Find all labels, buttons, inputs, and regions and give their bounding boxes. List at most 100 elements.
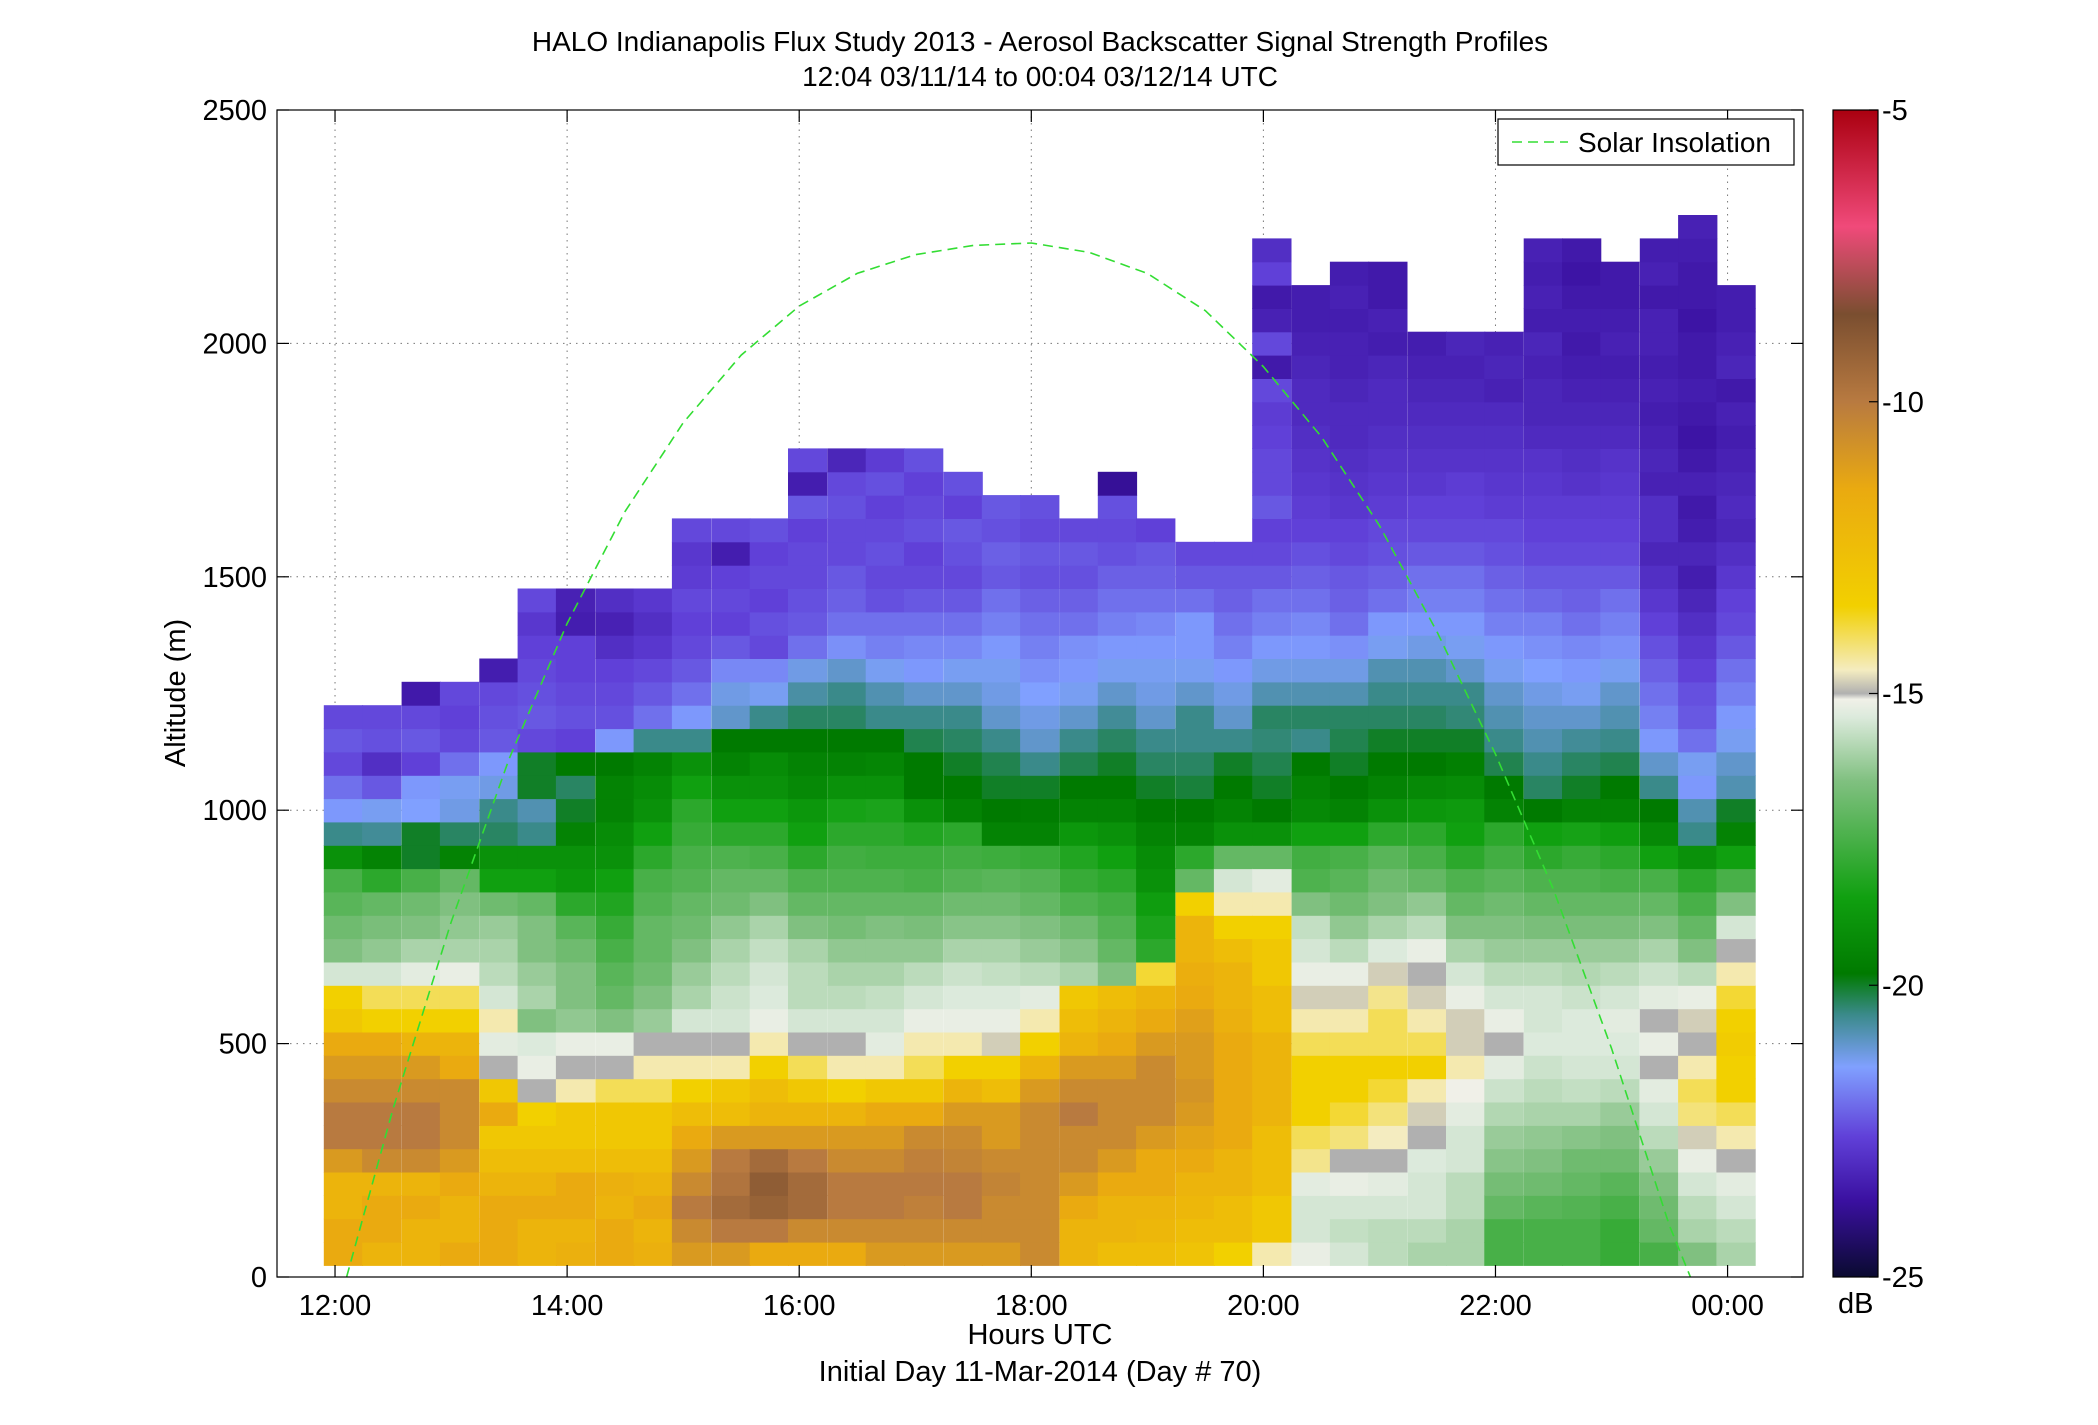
heatmap-cell	[1562, 681, 1602, 706]
heatmap-cell	[1678, 705, 1718, 730]
heatmap-cell	[1291, 775, 1331, 800]
heatmap-cell	[1136, 658, 1176, 683]
heatmap-cell	[1291, 1031, 1331, 1056]
heatmap-cell	[1484, 1102, 1524, 1126]
heatmap-cell	[1716, 1102, 1756, 1126]
heatmap-cell	[1678, 1102, 1718, 1126]
heatmap-cell	[1329, 1055, 1370, 1080]
heatmap-cell	[1059, 751, 1099, 776]
heatmap-cell	[1329, 261, 1370, 286]
heatmap-cell	[1175, 868, 1215, 893]
heatmap-cell	[1600, 681, 1640, 706]
heatmap-cell	[1291, 635, 1331, 659]
heatmap-cell	[1407, 1172, 1447, 1196]
heatmap-cell	[943, 1055, 983, 1080]
colorbar-tick-label: -10	[1882, 387, 1924, 419]
heatmap-cell	[362, 1102, 402, 1126]
heatmap-cell	[904, 821, 944, 846]
heatmap-cell	[1097, 1008, 1138, 1033]
heatmap-cell	[1484, 868, 1524, 893]
heatmap-cell	[671, 541, 712, 566]
heatmap-cell	[1562, 401, 1602, 426]
heatmap-cell	[1368, 1031, 1408, 1056]
heatmap-cell	[555, 611, 596, 636]
heatmap-cell	[1639, 1055, 1680, 1080]
heatmap-cell	[1097, 1242, 1138, 1266]
heatmap-cell	[1252, 331, 1292, 356]
heatmap-cell	[711, 1242, 751, 1266]
heatmap-cell	[1175, 681, 1215, 706]
heatmap-cell	[1678, 448, 1718, 473]
heatmap-cell	[1716, 378, 1756, 403]
heatmap-cell	[1600, 891, 1640, 916]
heatmap-cell	[1523, 868, 1563, 893]
heatmap-cell	[1446, 845, 1486, 870]
heatmap-cell	[1407, 798, 1447, 823]
heatmap-cell	[1639, 821, 1680, 846]
heatmap-cell	[1175, 1008, 1215, 1033]
heatmap-cell	[1329, 565, 1370, 589]
heatmap-cell	[1678, 1078, 1718, 1103]
heatmap-cell	[1678, 355, 1718, 379]
heatmap-cell	[1523, 425, 1563, 449]
heatmap-cell	[1136, 518, 1176, 543]
heatmap-cell	[1252, 751, 1292, 776]
heatmap-cell	[1484, 1195, 1524, 1220]
heatmap-cell	[1678, 588, 1718, 613]
heatmap-cell	[555, 1102, 596, 1126]
heatmap-cell	[1252, 1148, 1292, 1173]
heatmap-cell	[1020, 915, 1060, 940]
heatmap-cell	[711, 658, 751, 683]
heatmap-cell	[788, 705, 828, 730]
heatmap-cell	[749, 938, 789, 963]
heatmap-cell	[1523, 658, 1563, 683]
heatmap-cell	[1368, 541, 1408, 566]
heatmap-cell	[943, 1102, 983, 1126]
heatmap-cell	[1097, 821, 1138, 846]
heatmap-cell	[1600, 1102, 1640, 1126]
heatmap-cell	[1484, 331, 1524, 356]
heatmap-cell	[1407, 378, 1447, 403]
heatmap-cell	[1291, 821, 1331, 846]
heatmap-cell	[1600, 378, 1640, 403]
heatmap-cell	[1484, 985, 1524, 1010]
heatmap-cell	[439, 1078, 480, 1103]
heatmap-cell	[1523, 1195, 1563, 1220]
heatmap-cell	[827, 1218, 867, 1243]
heatmap-cell	[1600, 1148, 1640, 1173]
heatmap-cell	[981, 775, 1022, 800]
heatmap-cell	[1213, 1102, 1254, 1126]
heatmap-cell	[1407, 961, 1447, 986]
heatmap-cell	[1562, 425, 1602, 449]
heatmap-cell	[1252, 1218, 1292, 1243]
heatmap-cell	[479, 681, 519, 706]
heatmap-cell	[1329, 961, 1370, 986]
heatmap-cell	[1407, 845, 1447, 870]
heatmap-cell	[439, 775, 480, 800]
heatmap-cell	[1600, 1195, 1640, 1220]
heatmap-cell	[1407, 658, 1447, 683]
heatmap-cell	[904, 541, 944, 566]
heatmap-cell	[711, 821, 751, 846]
heatmap-cell	[555, 1172, 596, 1196]
heatmap-cell	[981, 1102, 1022, 1126]
heatmap-cell	[517, 658, 557, 683]
heatmap-cell	[633, 1078, 673, 1103]
heatmap-cell	[1523, 728, 1563, 753]
heatmap-cell	[479, 1055, 519, 1080]
heatmap-cell	[904, 635, 944, 659]
heatmap-cell	[1020, 1148, 1060, 1173]
heatmap-cell	[1252, 378, 1292, 403]
heatmap-cell	[323, 868, 364, 893]
heatmap-cell	[827, 471, 867, 496]
heatmap-cell	[749, 845, 789, 870]
heatmap-cell	[749, 681, 789, 706]
heatmap-cell	[595, 961, 635, 986]
heatmap-cell	[362, 961, 402, 986]
heatmap-cell	[1523, 1008, 1563, 1033]
heatmap-cell	[517, 891, 557, 916]
heatmap-cell	[711, 1172, 751, 1196]
heatmap-cell	[1020, 495, 1060, 519]
heatmap-cell	[827, 868, 867, 893]
heatmap-cell	[1136, 611, 1176, 636]
